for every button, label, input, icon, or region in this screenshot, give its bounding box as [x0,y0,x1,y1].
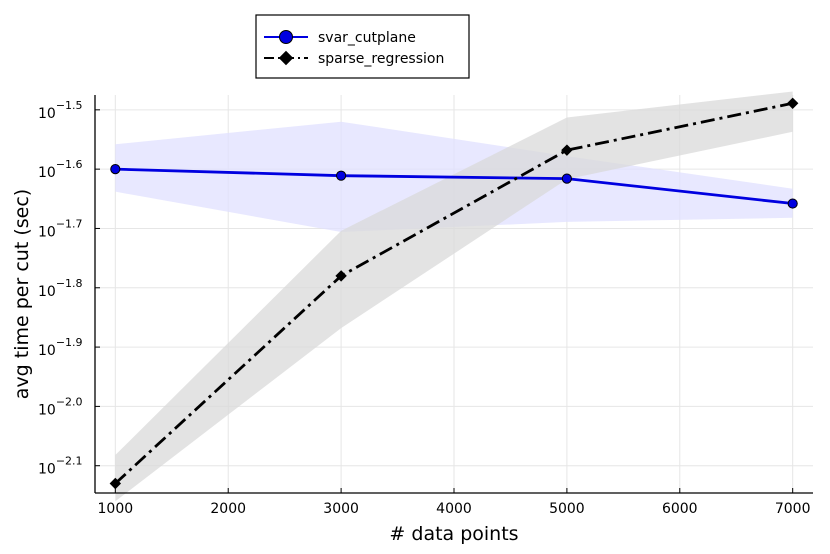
legend-marker-svar_cutplane [279,30,293,44]
band-sparse_regression [115,91,793,502]
legend-label-sparse_regression: sparse_regression [318,51,444,67]
y-tick-label-0: 10−2.1 [38,455,83,478]
y-tick-label-1: 10−2.0 [38,395,83,418]
legend-label-svar_cutplane: svar_cutplane [318,30,416,46]
tick-labels: 1000 2000 3000 4000 5000 6000 7000 10−2.1 10−2.0… [38,99,810,517]
series-markers [109,97,799,490]
point-svar_cutplane-0 [110,164,121,175]
x-axis-title: # data points [389,523,518,545]
line-sparse_regression [114,101,793,485]
axes [94,95,813,494]
point-sparse_regression-2 [561,144,573,156]
x-tick-label-3: 4000 [436,501,472,517]
line-svar_cutplane [115,167,793,205]
x-tick-label-5: 6000 [662,501,698,517]
x-tick-label-4: 5000 [549,501,585,517]
series-lines [114,101,793,485]
point-svar_cutplane-3 [787,198,798,209]
x-tick-label-2: 3000 [323,501,359,517]
legend-marker-sparse_regression [278,50,294,66]
point-svar_cutplane-1 [336,170,347,181]
y-tick-label-3: 10−1.8 [38,277,83,300]
y-tick-label-5: 10−1.6 [38,158,83,181]
point-sparse_regression-3 [786,97,799,110]
y-tick-label-2: 10−1.9 [38,336,83,359]
y-tick-label-4: 10−1.7 [38,217,83,240]
legend-box [255,14,470,79]
x-tick-label-1: 2000 [210,501,246,517]
y-axis-title: avg time per cut (sec) [11,189,33,399]
point-svar_cutplane-2 [561,173,572,184]
x-tick-label-6: 7000 [775,501,811,517]
legend: svar_cutplane sparse_regression [255,14,470,79]
y-tick-label-6: 10−1.5 [38,99,83,122]
point-sparse_regression-1 [335,270,347,282]
x-tick-label-0: 1000 [98,501,134,517]
